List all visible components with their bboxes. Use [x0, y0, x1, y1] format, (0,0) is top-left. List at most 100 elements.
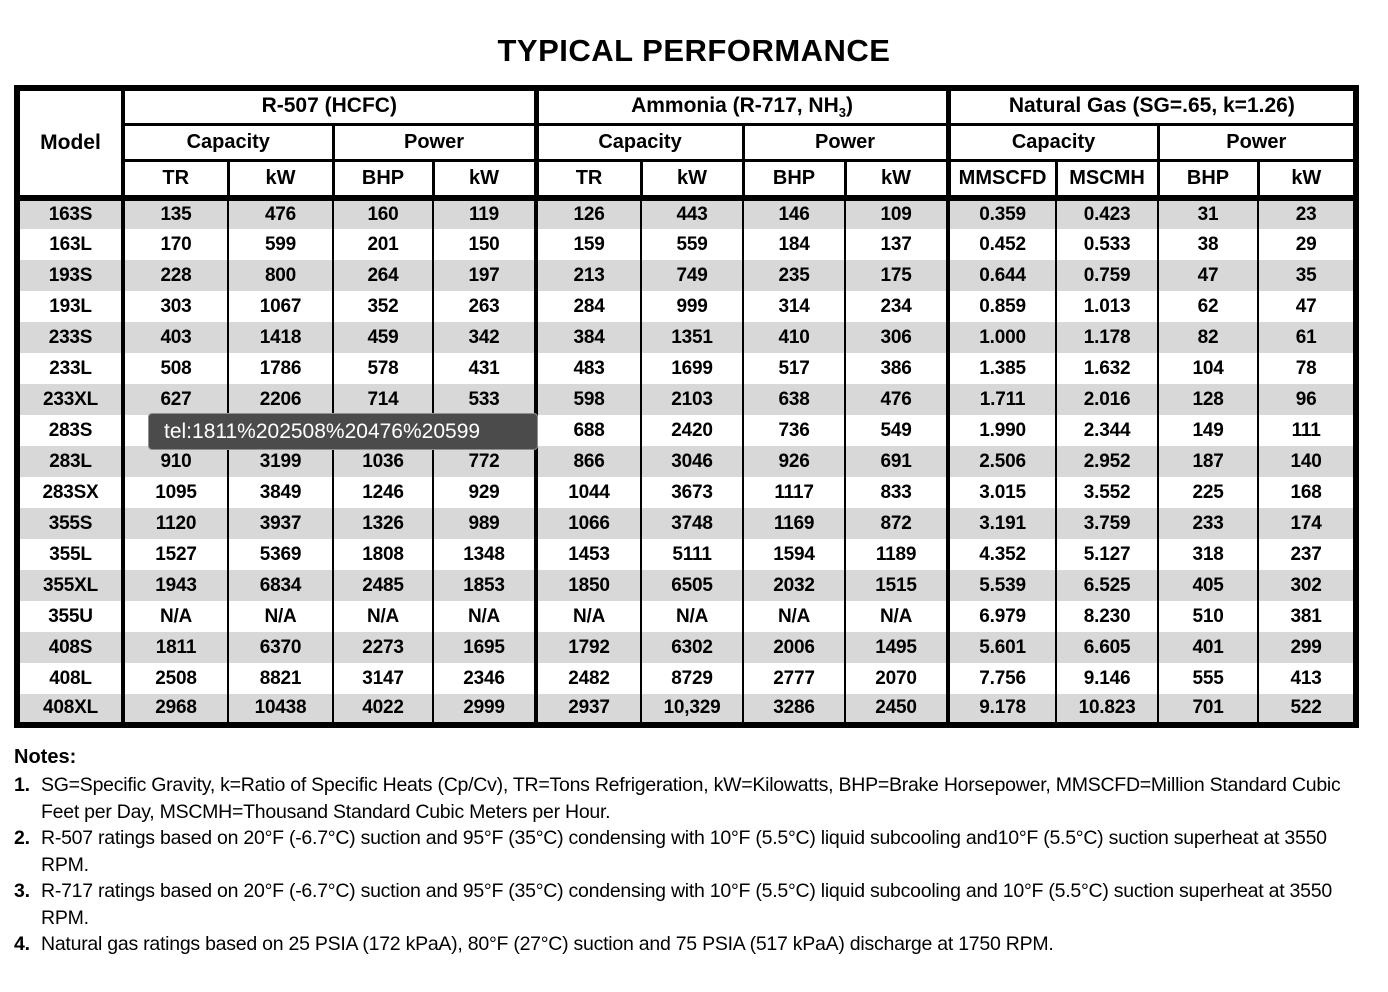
data-cell: 62: [1157, 291, 1260, 322]
note-text: R-717 ratings based on 20°F (-6.7°C) suc…: [41, 880, 1332, 929]
data-cell: 1246: [332, 477, 434, 508]
data-cell: 6834: [227, 570, 334, 601]
data-cell: 872: [844, 508, 950, 539]
data-cell: 160: [332, 198, 434, 229]
data-cell: 29: [1257, 229, 1358, 260]
data-cell: 386: [844, 353, 950, 384]
data-cell: 443: [640, 198, 745, 229]
data-cell: 413: [1257, 663, 1358, 694]
data-cell: 47: [1157, 260, 1260, 291]
data-cell: 533: [431, 384, 538, 415]
model-column-header: Model: [15, 86, 125, 201]
data-cell: 2485: [332, 570, 434, 601]
group-header-natural-gas: Natural Gas (SG=.65, k=1.26): [945, 86, 1358, 126]
data-cell: 3147: [332, 663, 434, 694]
data-cell: 1.013: [1055, 291, 1160, 322]
table-row: 408XL 2968 10438 4022 2999 2937 10,329 3286 2450…: [16, 694, 1358, 725]
data-cell: 168: [1257, 477, 1358, 508]
typical-performance-table: Model R-507 (HCFC) Ammonia (R-717, NH3) …: [14, 85, 1360, 728]
table-body: 163S 135 476 160 119 126 443 146 109 0.359 0.423 31…: [16, 198, 1358, 725]
subheader-gas-capacity: Capacity: [945, 122, 1160, 162]
col-header-r507-tr: TR: [121, 158, 230, 201]
col-header-ammonia-kw-pwr: kW: [843, 158, 950, 201]
group-header-r507: R-507 (HCFC): [121, 86, 538, 126]
note-number: 3.: [14, 880, 30, 902]
data-cell: 201: [332, 229, 434, 260]
data-cell: 384: [534, 322, 643, 353]
note-item: 3. R-717 ratings based on 20°F (-6.7°C) s…: [14, 878, 1378, 931]
data-cell: 140: [1257, 446, 1358, 477]
data-cell: 284: [534, 291, 643, 322]
model-cell: 233S: [16, 322, 125, 353]
data-cell: 233: [1157, 508, 1260, 539]
data-cell: 4.352: [946, 539, 1058, 570]
data-cell: 999: [640, 291, 745, 322]
data-cell: 78: [1257, 353, 1358, 384]
col-header-ammonia-kw-cap: kW: [639, 158, 745, 201]
data-cell: 1.632: [1055, 353, 1160, 384]
model-cell: 283SX: [16, 477, 125, 508]
data-cell: N/A: [122, 601, 229, 632]
model-cell: 233L: [16, 353, 125, 384]
data-cell: 264: [332, 260, 434, 291]
data-cell: 9.146: [1055, 663, 1160, 694]
data-cell: 126: [534, 198, 643, 229]
data-cell: 1808: [332, 539, 434, 570]
page-title: TYPICAL PERFORMANCE: [497, 33, 891, 68]
data-cell: 235: [742, 260, 847, 291]
data-cell: 1.385: [946, 353, 1058, 384]
data-cell: 146: [742, 198, 847, 229]
data-cell: 6.605: [1055, 632, 1160, 663]
table-row: 355S 1120 3937 1326 989 1066 3748 1169 872 3.191 3…: [16, 508, 1358, 539]
col-header-gas-kw: kW: [1256, 158, 1358, 201]
data-cell: 2999: [431, 694, 538, 725]
data-cell: N/A: [227, 601, 334, 632]
data-cell: 306: [844, 322, 950, 353]
table-row: 233S 403 1418 459 342 384 1351 410 306 1.000 1.178…: [16, 322, 1358, 353]
data-cell: 31: [1157, 198, 1260, 229]
data-cell: 5369: [227, 539, 334, 570]
column-header-row: TR kW BHP kW TR kW BHP kW MMSCFD MSCMH B…: [17, 158, 1358, 201]
data-cell: 3937: [227, 508, 334, 539]
link-preview-tooltip: tel:1811%202508%20476%20599: [148, 413, 538, 450]
data-cell: 2937: [534, 694, 643, 725]
data-cell: 3673: [640, 477, 745, 508]
model-cell: 193S: [16, 260, 125, 291]
data-cell: 263: [431, 291, 538, 322]
data-cell: N/A: [431, 601, 538, 632]
data-cell: 213: [534, 260, 643, 291]
data-cell: 736: [742, 415, 847, 446]
data-cell: 5.601: [946, 632, 1058, 663]
data-cell: 0.452: [946, 229, 1058, 260]
data-cell: 96: [1257, 384, 1358, 415]
data-cell: 2206: [227, 384, 334, 415]
data-cell: 234: [844, 291, 950, 322]
data-cell: 989: [431, 508, 538, 539]
data-cell: 0.359: [946, 198, 1058, 229]
data-cell: 82: [1157, 322, 1260, 353]
data-cell: 1418: [227, 322, 334, 353]
data-cell: 2450: [844, 694, 950, 725]
data-cell: 5111: [640, 539, 745, 570]
data-cell: 5.127: [1055, 539, 1160, 570]
col-header-ammonia-tr: TR: [533, 158, 643, 201]
data-cell: 7.756: [946, 663, 1058, 694]
data-cell: 35: [1257, 260, 1358, 291]
data-cell: 2103: [640, 384, 745, 415]
data-cell: 187: [1157, 446, 1260, 477]
data-cell: 638: [742, 384, 847, 415]
data-cell: N/A: [534, 601, 643, 632]
data-cell: 3748: [640, 508, 745, 539]
table-row: 408L 2508 8821 3147 2346 2482 8729 2777 2070 7.75…: [16, 663, 1358, 694]
data-cell: 23: [1257, 198, 1358, 229]
data-cell: 47: [1257, 291, 1358, 322]
data-cell: 6370: [227, 632, 334, 663]
data-cell: 559: [640, 229, 745, 260]
model-cell: 408L: [16, 663, 125, 694]
note-text: Natural gas ratings based on 25 PSIA (17…: [41, 933, 1054, 955]
data-cell: 1695: [431, 632, 538, 663]
data-cell: 627: [122, 384, 229, 415]
data-cell: 0.644: [946, 260, 1058, 291]
data-cell: 1120: [122, 508, 229, 539]
data-cell: 1.990: [946, 415, 1058, 446]
